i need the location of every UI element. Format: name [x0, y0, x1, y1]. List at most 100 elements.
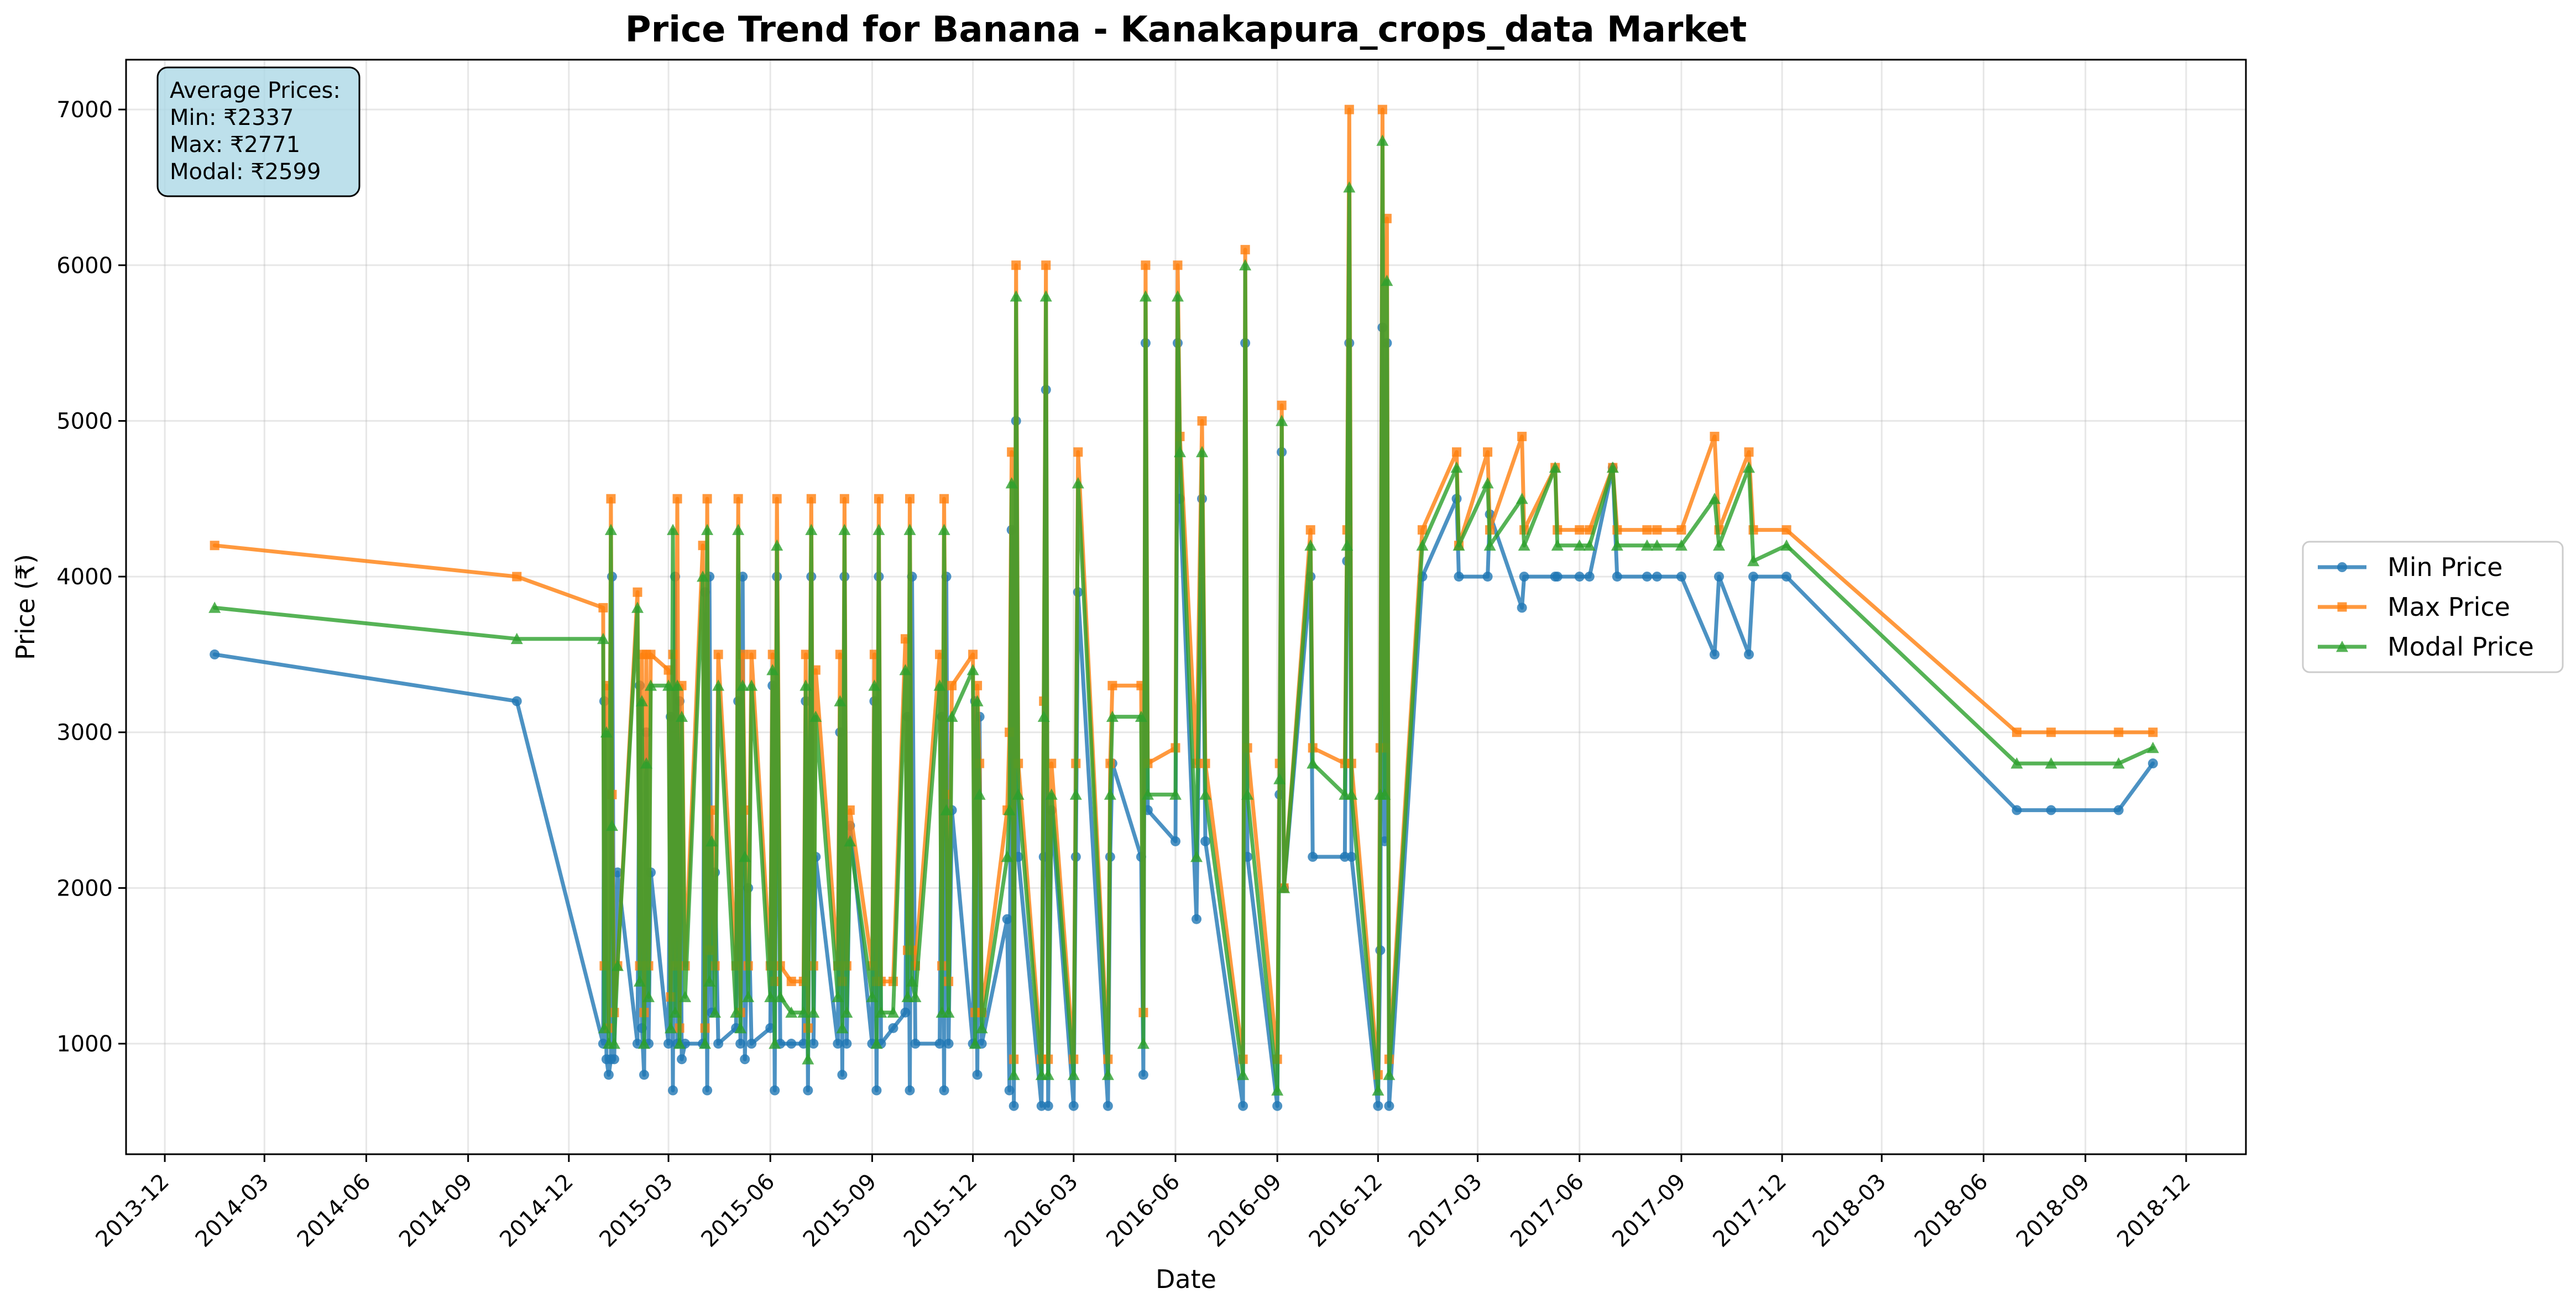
- data-point: [866, 991, 879, 1002]
- data-point: [1241, 788, 1254, 800]
- data-point: [597, 632, 609, 645]
- data-point: [770, 1085, 780, 1096]
- data-point: [871, 1085, 882, 1096]
- data-point: [1067, 1069, 1080, 1080]
- data-point: [805, 523, 818, 535]
- data-point: [730, 1006, 743, 1018]
- data-point: [1043, 1101, 1053, 1111]
- data-point: [746, 650, 756, 659]
- data-point: [1011, 260, 1021, 270]
- legend: Min Price Max Price Modal Price: [2302, 541, 2564, 673]
- data-point: [635, 695, 648, 706]
- data-point: [1373, 1101, 1383, 1111]
- data-point: [1552, 572, 1563, 582]
- data-point: [774, 991, 787, 1002]
- data-point: [713, 1039, 724, 1049]
- data-point: [906, 975, 918, 987]
- data-point: [608, 1038, 620, 1049]
- data-point: [699, 1038, 712, 1049]
- data-point: [1344, 104, 1354, 114]
- data-point: [842, 1039, 852, 1049]
- data-point: [1483, 539, 1496, 551]
- data-point: [1039, 290, 1052, 302]
- data-point: [1383, 1069, 1396, 1080]
- data-point: [1642, 572, 1652, 582]
- data-point: [662, 679, 675, 691]
- series-modal-price: [208, 134, 2159, 1096]
- data-point: [739, 851, 751, 862]
- data-point: [1483, 447, 1493, 457]
- data-point: [598, 1022, 610, 1034]
- data-point: [676, 710, 688, 722]
- data-point: [832, 991, 844, 1002]
- data-point: [668, 1085, 678, 1096]
- data-point: [703, 975, 716, 987]
- data-point: [1277, 400, 1287, 410]
- data-point: [772, 494, 782, 504]
- data-point: [633, 587, 642, 597]
- data-point: [1714, 572, 1725, 582]
- data-point: [1192, 914, 1202, 924]
- legend-marker: [2336, 641, 2348, 652]
- data-point: [2147, 758, 2158, 769]
- data-point: [609, 1054, 619, 1065]
- data-point: [1004, 1085, 1015, 1096]
- data-point: [1517, 432, 1527, 442]
- data-point: [839, 494, 849, 504]
- data-point: [1271, 1084, 1284, 1096]
- data-point: [2012, 727, 2022, 737]
- data-point: [1307, 757, 1319, 769]
- data-point: [2046, 805, 2056, 815]
- data-point: [973, 680, 983, 690]
- legend-frame: [2302, 541, 2564, 673]
- y-tick-label: 7000: [56, 97, 113, 123]
- data-point: [1106, 710, 1119, 722]
- data-point: [1135, 710, 1147, 722]
- data-point: [1139, 290, 1152, 302]
- data-point: [210, 541, 220, 551]
- data-point: [1378, 788, 1391, 800]
- data-point: [933, 679, 946, 691]
- data-point: [642, 991, 655, 1002]
- data-point: [1481, 477, 1494, 489]
- series-line: [212, 139, 2155, 1092]
- data-point: [511, 696, 522, 706]
- data-point: [939, 1085, 949, 1096]
- y-tick-label: 6000: [56, 253, 113, 279]
- legend-label: Modal Price: [2387, 632, 2534, 662]
- data-point: [671, 679, 684, 691]
- data-point: [1517, 603, 1527, 613]
- data-point: [2146, 741, 2159, 753]
- data-point: [1072, 477, 1084, 489]
- data-point: [905, 494, 915, 504]
- data-point: [1190, 851, 1203, 862]
- data-point: [833, 1039, 843, 1049]
- data-point: [1584, 572, 1595, 582]
- data-point: [1007, 1069, 1020, 1080]
- data-point: [633, 975, 646, 987]
- data-point: [1068, 1101, 1079, 1111]
- data-point: [638, 1038, 650, 1049]
- data-point: [1780, 539, 1793, 551]
- data-point: [1583, 539, 1596, 551]
- data-point: [905, 1085, 915, 1096]
- data-point: [901, 991, 914, 1002]
- y-axis: 1000 2000 3000 4000 5000 6000 7000: [56, 97, 126, 1057]
- data-point: [1650, 539, 1663, 551]
- series-layer: [208, 104, 2159, 1111]
- data-point: [1045, 788, 1058, 800]
- data-point: [639, 1070, 649, 1080]
- data-point: [1069, 788, 1082, 800]
- data-point: [679, 991, 692, 1002]
- data-point: [1744, 649, 1754, 659]
- data-point: [2046, 727, 2056, 737]
- data-point: [646, 650, 656, 659]
- legend-marker: [2337, 602, 2347, 612]
- data-point: [903, 523, 916, 535]
- data-point: [210, 649, 220, 659]
- legend-marker: [2337, 562, 2347, 572]
- data-point: [1747, 554, 1760, 567]
- data-point: [510, 632, 523, 645]
- data-point: [1713, 539, 1726, 551]
- data-point: [1001, 851, 1013, 862]
